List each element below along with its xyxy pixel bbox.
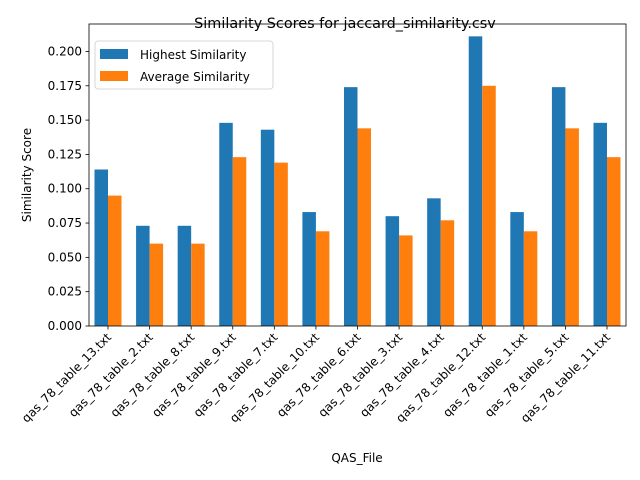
bar-highest (344, 87, 358, 327)
bar-average (274, 162, 288, 326)
bar-highest (593, 122, 607, 326)
y-tick-label: 0.100 (48, 182, 82, 196)
y-tick-label: 0.175 (48, 79, 82, 93)
bar-average (440, 220, 455, 326)
bar-average (191, 243, 205, 326)
plot-frame (88, 23, 627, 327)
bar-highest (468, 36, 483, 326)
bar-average (482, 85, 496, 326)
y-axis: 0.000 0.025 0.050 0.075 0.100 0.125 0.150 0.175… (48, 44, 89, 333)
bar-average (565, 128, 579, 326)
legend-swatch-highest (100, 49, 128, 59)
bar-highest (510, 212, 524, 326)
legend-swatch-average (100, 71, 128, 81)
bar-average (232, 157, 247, 326)
y-tick-label: 0.050 (48, 250, 82, 264)
y-tick-label: 0.150 (48, 113, 82, 127)
y-tick-label: 0.125 (48, 147, 82, 161)
bar-average (357, 128, 371, 326)
y-axis-label: Similarity Score (20, 128, 34, 222)
bar-average (607, 157, 621, 326)
bar-highest (219, 122, 233, 326)
bar-highest (260, 129, 275, 326)
y-tick-label: 0.075 (48, 216, 82, 230)
x-axis: qas_78_table_13.txtqas_78_table_2.txtqas… (19, 326, 613, 425)
legend-label-average: Average Similarity (140, 70, 250, 84)
bar-average (523, 231, 538, 326)
bar-highest (427, 198, 441, 326)
bar-highest (136, 225, 150, 326)
bar-average (149, 243, 164, 326)
bar-average (399, 235, 413, 326)
legend-label-highest: Highest Similarity (140, 48, 246, 62)
bar-highest (302, 212, 316, 326)
y-tick-label: 0.000 (48, 319, 82, 333)
bars-group (94, 36, 621, 327)
bar-highest (385, 216, 400, 326)
bar-highest (551, 87, 566, 327)
legend-frame (94, 40, 274, 90)
legend: Highest Similarity Average Similarity (94, 40, 274, 90)
bar-highest (94, 169, 108, 326)
bar-average (315, 231, 330, 326)
y-tick-label: 0.200 (48, 44, 82, 58)
bar-highest (177, 225, 192, 326)
x-axis-label: QAS_File (331, 451, 382, 465)
bar-average (108, 195, 122, 326)
y-tick-label: 0.025 (48, 285, 82, 299)
